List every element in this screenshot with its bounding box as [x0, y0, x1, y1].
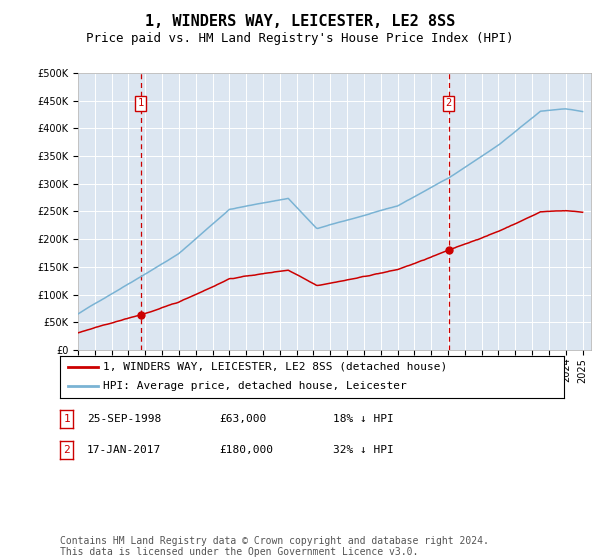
- Text: 1, WINDERS WAY, LEICESTER, LE2 8SS (detached house): 1, WINDERS WAY, LEICESTER, LE2 8SS (deta…: [103, 362, 447, 372]
- Text: 32% ↓ HPI: 32% ↓ HPI: [333, 445, 394, 455]
- Text: 2: 2: [63, 445, 70, 455]
- Text: 1, WINDERS WAY, LEICESTER, LE2 8SS: 1, WINDERS WAY, LEICESTER, LE2 8SS: [145, 14, 455, 29]
- Text: £63,000: £63,000: [219, 414, 266, 424]
- Text: 1: 1: [63, 414, 70, 424]
- Text: Price paid vs. HM Land Registry's House Price Index (HPI): Price paid vs. HM Land Registry's House …: [86, 32, 514, 45]
- Text: 1: 1: [137, 99, 144, 108]
- Text: HPI: Average price, detached house, Leicester: HPI: Average price, detached house, Leic…: [103, 381, 407, 391]
- Text: 2: 2: [446, 99, 452, 108]
- Text: £180,000: £180,000: [219, 445, 273, 455]
- Text: 25-SEP-1998: 25-SEP-1998: [87, 414, 161, 424]
- Text: 18% ↓ HPI: 18% ↓ HPI: [333, 414, 394, 424]
- Text: Contains HM Land Registry data © Crown copyright and database right 2024.
This d: Contains HM Land Registry data © Crown c…: [60, 535, 489, 557]
- Text: 17-JAN-2017: 17-JAN-2017: [87, 445, 161, 455]
